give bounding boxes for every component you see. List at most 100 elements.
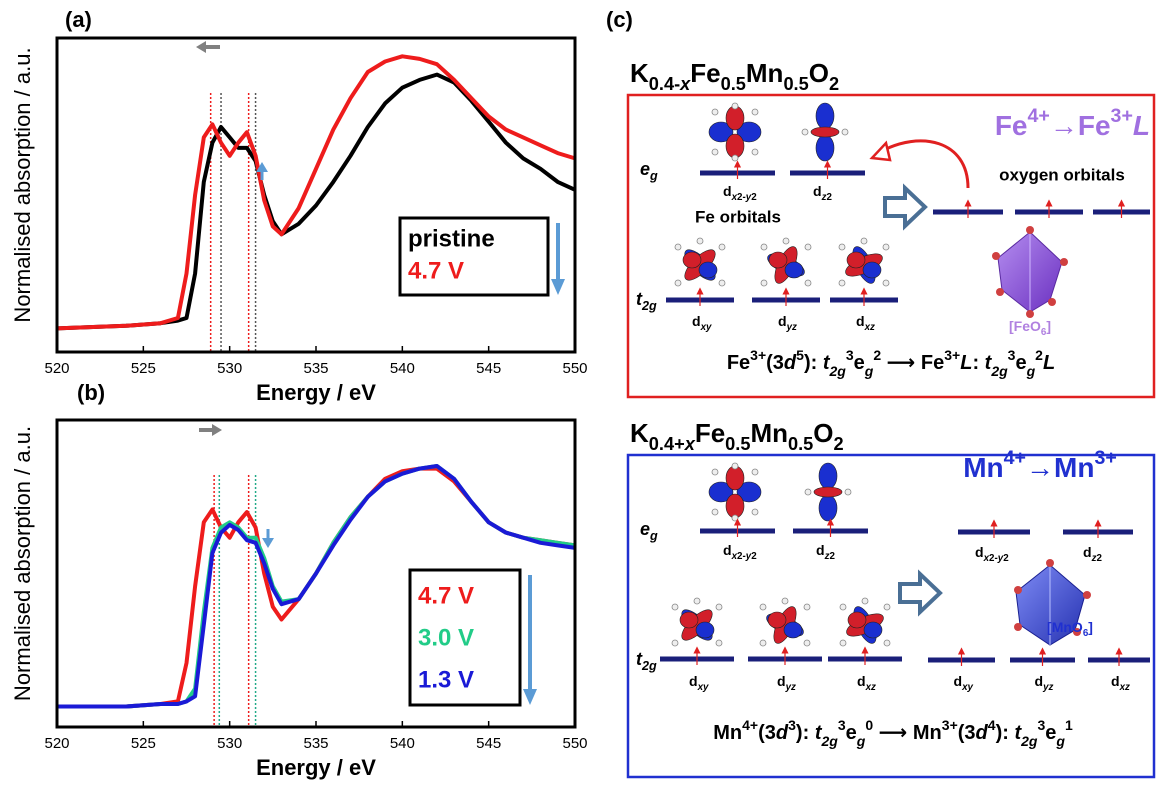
text-part: g bbox=[1055, 733, 1065, 749]
orbital-label: dz2 bbox=[813, 183, 832, 203]
text-part: 2 bbox=[829, 551, 835, 562]
text-part: Fe bbox=[727, 352, 750, 374]
orbital-atom bbox=[752, 149, 758, 155]
text-part: Fe bbox=[690, 58, 720, 88]
x-tick-label: 545 bbox=[476, 735, 501, 752]
orbital-label: dx2-y2 bbox=[723, 183, 757, 203]
text-part: Mn bbox=[750, 418, 788, 448]
orbital-atom bbox=[840, 604, 846, 610]
text-part: g bbox=[649, 529, 658, 543]
orbital-atom bbox=[712, 469, 718, 475]
orbital-label: dxz bbox=[1111, 673, 1130, 693]
electron-configuration: Fe3+(3d5): t2g3eg2 ⟶ Fe3+L: t2g3eg2L bbox=[727, 347, 1055, 379]
orbital-label: dxz bbox=[856, 313, 875, 333]
text-part: 4 bbox=[988, 717, 996, 733]
text-part: d bbox=[857, 673, 866, 689]
orbital-atom bbox=[861, 238, 867, 244]
block-arrow bbox=[885, 188, 925, 226]
x-tick-label: 550 bbox=[562, 735, 587, 752]
orbital-atom bbox=[802, 129, 808, 135]
text-part: 3 bbox=[1008, 347, 1016, 363]
text-part: g bbox=[864, 363, 874, 379]
block-arrow bbox=[900, 574, 940, 612]
text-part: L bbox=[960, 352, 972, 374]
compound-formula: K0.4+xFe0.5Mn0.5O2 bbox=[630, 418, 844, 454]
orbital-lobe bbox=[811, 127, 839, 137]
orbital-lobe bbox=[680, 612, 698, 628]
text-part: 2g bbox=[829, 363, 847, 379]
text-part: (3 bbox=[758, 722, 776, 744]
text-part: d bbox=[813, 183, 822, 199]
text-part: 2 bbox=[1096, 553, 1102, 564]
text-part: 2 bbox=[834, 434, 844, 454]
x-tick-label: 525 bbox=[131, 735, 156, 752]
orbital-lobe bbox=[819, 495, 837, 521]
text-part: e bbox=[640, 159, 650, 179]
legend-entry: 1.3 V bbox=[418, 666, 474, 693]
fe-octahedron bbox=[992, 226, 1068, 318]
orbital-atom bbox=[732, 155, 738, 161]
text-part: d bbox=[723, 183, 732, 199]
orbital-atom bbox=[752, 469, 758, 475]
text-part: d bbox=[975, 544, 984, 560]
orbital-atom bbox=[712, 149, 718, 155]
x-tick-label: 520 bbox=[44, 360, 69, 377]
text-part: 0.5 bbox=[725, 434, 750, 454]
orbital-atom bbox=[732, 103, 738, 109]
t2g-label: t2g bbox=[636, 649, 657, 674]
orbital-label: dxz bbox=[857, 673, 876, 693]
text-part: Mn bbox=[746, 58, 784, 88]
legend-entry: 4.7 V bbox=[418, 582, 474, 609]
orbital-label: dxy bbox=[954, 673, 974, 693]
ligand-orbitals-label: oxygen orbitals bbox=[999, 165, 1125, 184]
orbital-atom bbox=[675, 280, 681, 286]
text-part: ] bbox=[1088, 619, 1093, 635]
text-part: g bbox=[856, 733, 866, 749]
orbital-atom bbox=[675, 244, 681, 250]
orbital-atom bbox=[697, 238, 703, 244]
text-part: 2 bbox=[751, 551, 757, 562]
x-tick-label: 545 bbox=[476, 360, 501, 377]
text-part: 2 bbox=[829, 74, 839, 94]
text-part: d bbox=[954, 673, 963, 689]
x-tick-label: 530 bbox=[217, 735, 242, 752]
orbital-lobe bbox=[768, 612, 786, 628]
orbital-label: dz2 bbox=[816, 542, 835, 562]
orbital-atom bbox=[840, 640, 846, 646]
text-part: yz bbox=[785, 682, 796, 693]
text-part: O bbox=[809, 58, 829, 88]
ligand-arrow bbox=[880, 141, 968, 188]
compound-formula: K0.4-xFe0.5Mn0.5O2 bbox=[630, 58, 839, 94]
figure: (a)Energy / eVNormalised absorption / a.… bbox=[0, 0, 1161, 787]
trend-arrow-head bbox=[551, 279, 565, 295]
orbital-lobe bbox=[683, 252, 701, 268]
orbital-label: dx2-y2 bbox=[723, 542, 757, 562]
text-part: d bbox=[1083, 544, 1092, 560]
legend-entry: 4.7 V bbox=[408, 257, 464, 284]
text-part: d bbox=[689, 673, 698, 689]
panel-label: (c) bbox=[606, 7, 633, 32]
orbital-lobe bbox=[726, 466, 744, 490]
text-part: L bbox=[1133, 110, 1150, 141]
text-part: Mn bbox=[713, 722, 742, 744]
text-part: 2g bbox=[820, 733, 838, 749]
orbital-atom bbox=[804, 604, 810, 610]
legend-entry: 3.0 V bbox=[418, 624, 474, 651]
text-part: 4+ bbox=[742, 717, 758, 733]
text-part: 3 bbox=[788, 717, 796, 733]
text-part: 0.5 bbox=[783, 74, 808, 94]
orbital-atom bbox=[760, 640, 766, 646]
x-axis-label: Energy / eV bbox=[256, 380, 376, 405]
orbital-lobe bbox=[816, 135, 834, 161]
orbital-lobe bbox=[848, 612, 866, 628]
text-part: xz bbox=[865, 682, 876, 693]
orbital-atom bbox=[712, 109, 718, 115]
text-part: g bbox=[1026, 363, 1036, 379]
text-part: 2g bbox=[990, 363, 1008, 379]
panel-label: (a) bbox=[65, 7, 92, 32]
orbital-label: dyz bbox=[778, 313, 797, 333]
text-part: ): bbox=[796, 722, 815, 744]
text-part: yz bbox=[786, 322, 797, 333]
electron-configuration: Mn4+(3d3): t2g3eg0 ⟶ Mn3+(3d4): t2g3eg1 bbox=[713, 717, 1073, 749]
orbital-atom bbox=[845, 489, 851, 495]
